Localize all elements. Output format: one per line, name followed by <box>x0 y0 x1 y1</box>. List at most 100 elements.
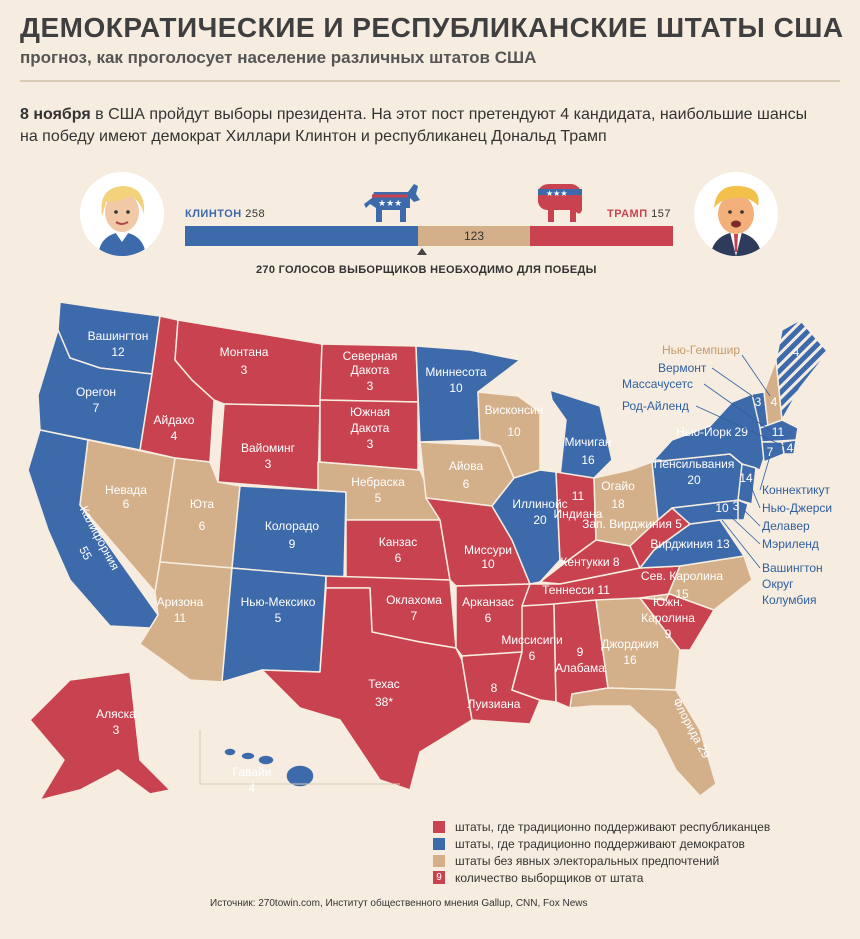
state-label-co: Колорадо <box>265 519 320 533</box>
state-label-tn: Теннесси 11 <box>542 583 610 597</box>
state-label-tx: Техас <box>368 677 400 691</box>
state-votes-id: 4 <box>171 429 178 443</box>
state-label-ks: Канзас <box>379 535 417 549</box>
state-votes-ne: 5 <box>375 491 382 505</box>
state-md <box>671 499 741 525</box>
intro-text: 8 ноября в США пройдут выборы президента… <box>20 104 820 148</box>
bar-democrat <box>185 226 418 246</box>
label-dc-1: Вашингтон <box>762 561 823 575</box>
legend-swatch-republican <box>433 820 445 833</box>
state-ak <box>29 671 171 801</box>
state-votes-tx: 38* <box>375 695 393 709</box>
legend-swatch-swing <box>433 854 445 867</box>
state-label-wa: Вашингтон <box>88 329 149 343</box>
state-votes-nh: 4 <box>771 395 778 409</box>
state-label-la: Луизиана <box>468 697 521 711</box>
state-label-ms: Миссисипи <box>501 633 562 647</box>
state-label-ia: Айова <box>449 459 484 473</box>
page-subtitle: прогноз, как проголосует население разли… <box>20 48 537 67</box>
state-votes-oh: 18 <box>611 497 625 511</box>
state-label-mn: Миннесота <box>425 365 487 379</box>
label-dc-2: Округ <box>762 577 794 591</box>
state-votes-la: 8 <box>491 681 498 695</box>
legend-item-swing: штаты без явных электоральных предпочтен… <box>433 852 770 869</box>
label-ct: Коннектикут <box>762 483 831 497</box>
intro-date: 8 ноября <box>20 106 91 123</box>
legend-label: штаты без явных электоральных предпочтен… <box>455 853 720 868</box>
state-label-id: Айдахо <box>154 413 195 427</box>
clinton-label: КЛИНТОН 258 <box>185 208 265 220</box>
state-label-mo: Миссури <box>464 543 512 557</box>
state-label-sc: Каролина <box>641 611 695 625</box>
state-label-ut: Юта <box>190 497 214 511</box>
divider <box>20 80 840 82</box>
state-votes-nd: 3 <box>367 379 374 393</box>
state-label-al: Алабама <box>555 661 605 675</box>
state-votes-ma: 11 <box>772 425 785 439</box>
state-me <box>775 319 829 421</box>
donkey-icon: ★★★ <box>364 184 420 222</box>
state-votes-ga: 16 <box>623 653 637 667</box>
threshold-marker <box>417 248 427 255</box>
state-label-sd: Южная <box>350 405 390 419</box>
legend-label: штаты, где традиционно поддерживают респ… <box>455 819 771 834</box>
state-label-il: Иллинойс <box>512 497 567 511</box>
state-label-hi: Гавайи <box>233 765 272 779</box>
trump-name: ТРАМП <box>607 208 648 220</box>
state-nj <box>737 463 757 505</box>
state-label-in: Индиана <box>554 507 603 521</box>
bar-undecided: 123 <box>418 226 530 246</box>
intro-body: в США пройдут выборы президента. На этот… <box>20 106 808 145</box>
state-votes-mn: 10 <box>449 381 463 395</box>
state-fl <box>569 687 717 797</box>
state-votes-me: 4 <box>793 345 800 359</box>
state-label-mt: Монтана <box>220 345 269 359</box>
state-ma <box>759 419 799 443</box>
legend-item-votes: 9 количество выборщиков от штата <box>433 869 770 886</box>
label-de: Делавер <box>762 519 810 533</box>
state-label-az: Аризона <box>157 595 204 609</box>
state-label-mi: Мичиган <box>564 435 611 449</box>
state-label-ne: Небраска <box>351 475 405 489</box>
label-ri: Род-Айленд <box>622 399 689 413</box>
legend-swatch-democrat <box>433 837 445 850</box>
state-votes-ks: 6 <box>395 551 402 565</box>
state-votes-or: 7 <box>93 401 100 415</box>
state-votes-nv: 6 <box>123 497 130 511</box>
svg-text:★★★: ★★★ <box>546 189 568 198</box>
legend-item-democrat: штаты, где традиционно поддерживают демо… <box>433 835 770 852</box>
state-label-wy: Вайоминг <box>241 441 296 455</box>
inset-frame <box>199 730 400 785</box>
state-votes-nm: 5 <box>275 611 282 625</box>
elephant-icon: ★★★ <box>538 184 582 222</box>
state-votes-hi: 4 <box>249 781 256 795</box>
state-label-ga: Джорджия <box>601 637 658 651</box>
state-votes-ri: 4 <box>787 441 794 455</box>
state-label-nc: Сев. Каролина <box>641 569 723 583</box>
state-votes-ct: 7 <box>767 445 774 459</box>
state-votes-co: 9 <box>289 537 296 551</box>
us-map: Вашингтон12Орегон7Невада6Айдахо4Монтана3… <box>27 301 832 801</box>
state-hi <box>223 747 315 788</box>
state-label-ky: Кентукки 8 <box>560 555 619 569</box>
state-votes-wy: 3 <box>265 457 272 471</box>
state-label-va: Вирджиния 13 <box>650 537 730 551</box>
state-votes-ok: 7 <box>411 609 418 623</box>
state-votes-ca: 55 <box>76 544 95 563</box>
label-md: Мэриленд <box>762 537 819 551</box>
state-label-ak: Аляска <box>96 707 136 721</box>
state-de <box>737 499 749 521</box>
state-votes-ak: 3 <box>113 723 120 737</box>
state-votes-al: 9 <box>577 645 584 659</box>
bar-republican <box>530 226 673 246</box>
legend-label: штаты, где традиционно поддерживают демо… <box>455 836 745 851</box>
state-votes-ms: 6 <box>529 649 536 663</box>
state-votes-az: 11 <box>174 611 187 625</box>
label-ma: Массачусетс <box>622 377 693 391</box>
state-label-ar: Арканзас <box>462 595 514 609</box>
state-votes-de: 3 <box>733 499 740 513</box>
state-label-nm: Нью-Мексико <box>241 595 316 609</box>
label-dc-3: Колумбия <box>762 593 816 607</box>
state-label-wv: Зап. Вирджиния 5 <box>582 517 682 531</box>
leader-lines <box>695 354 789 569</box>
